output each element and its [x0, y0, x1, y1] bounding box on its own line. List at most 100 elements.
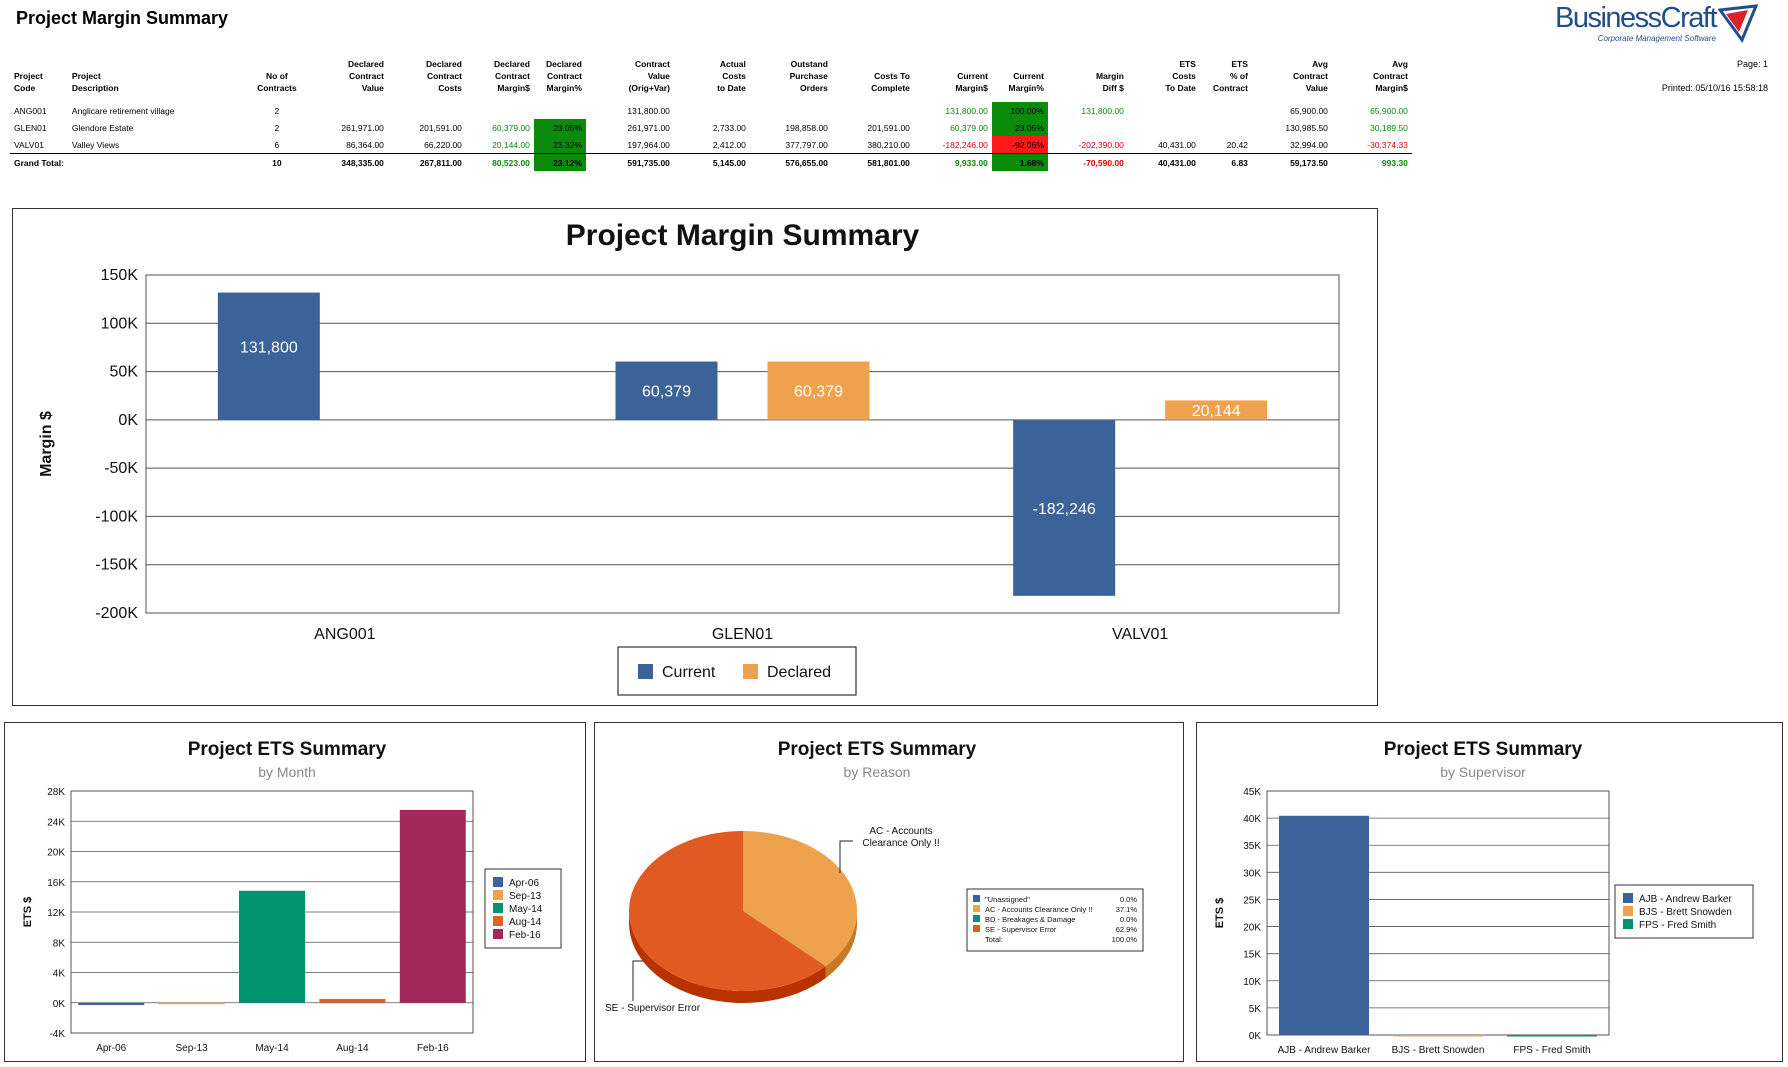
- column-header: Current Margin$: [914, 58, 992, 102]
- column-header-line: Value: [361, 83, 384, 93]
- bar-feb-16: [399, 809, 466, 1003]
- table-cell: 30,189.50: [1370, 122, 1408, 133]
- table-row: VALV01 Valley Views 6 86,364.00 66,220.00 20,…: [10, 136, 1412, 154]
- table-cell: [1128, 102, 1200, 119]
- x-tick-label: Aug-14: [336, 1043, 369, 1054]
- table-cell: 23.32%: [533, 136, 586, 154]
- chart-legend: AJB - Andrew Barker BJS - Brett Snowden FP…: [1614, 884, 1754, 939]
- column-header-line: ETS: [1179, 59, 1196, 69]
- chart-legend: Current Declared: [617, 646, 857, 696]
- table-cell: -92.06%: [991, 136, 1048, 154]
- column-header-line: Code: [14, 83, 36, 93]
- column-header: ETS % of Contract: [1200, 58, 1252, 102]
- column-header-line: Contract: [546, 71, 582, 81]
- legend-label: Sep-13: [509, 891, 542, 902]
- y-tick-label: 35K: [1243, 841, 1261, 852]
- table-cell: 267,811.00: [387, 153, 466, 171]
- column-header: Declared Contract Value: [306, 58, 388, 102]
- legend-label: "Unassigned": [985, 895, 1030, 904]
- column-header-line: Outstand: [790, 59, 828, 69]
- pie-slice: [629, 831, 826, 991]
- ets-reason-pie-chart: Project ETS Summary by Reason AC - Account…: [605, 739, 1144, 1014]
- printed-timestamp: Printed: 05/10/16 15:58:18: [1661, 83, 1768, 93]
- table-cell: 20,144.00: [492, 139, 530, 150]
- table-cell: [832, 102, 914, 119]
- table-cell: 23.05%: [991, 119, 1048, 136]
- column-header-line: Margin%: [546, 83, 582, 93]
- legend-swatch: [973, 905, 980, 912]
- table-cell: [750, 102, 832, 119]
- table-cell: GLEN01: [14, 122, 47, 133]
- bar-aug-14: [319, 998, 386, 1003]
- table-cell: 2,412.00: [712, 139, 746, 150]
- x-tick-label: May-14: [255, 1043, 289, 1054]
- table-cell: 377,797.00: [785, 139, 828, 150]
- ets-supervisor-chart: Project ETS Summary by Supervisor 45K 40K 35…: [1214, 739, 1754, 1056]
- table-cell: 2: [274, 122, 280, 133]
- table-cell: [674, 102, 750, 119]
- y-tick-label: 20K: [1243, 923, 1261, 934]
- legend-label: May-14: [509, 904, 543, 915]
- column-header-line: Costs: [1172, 71, 1196, 81]
- table-cell: 201,591.00: [867, 122, 910, 133]
- column-header-line: Diff $: [1102, 83, 1124, 93]
- column-header: Declared Contract Margin%: [534, 58, 586, 102]
- column-header-line: (Orig+Var): [628, 83, 670, 93]
- table-cell: -70,590.00: [1047, 153, 1128, 171]
- data-label: -182,246: [1033, 501, 1096, 518]
- table-cell: 581,801.00: [831, 153, 914, 171]
- column-header-line: Complete: [871, 83, 910, 93]
- column-header: ETS Costs To Date: [1128, 58, 1200, 102]
- y-tick-label: -200K: [95, 605, 138, 622]
- pie-slice: [743, 831, 857, 967]
- column-header-line: Avg: [1392, 59, 1408, 69]
- legend-label: BJS - Brett Snowden: [1639, 907, 1732, 918]
- table-cell: -30,374.33: [1367, 139, 1408, 150]
- column-header-line: Value: [1305, 83, 1328, 93]
- table-cell: 65,900.00: [1370, 105, 1408, 116]
- y-axis-label: ETS $: [1214, 898, 1226, 929]
- table-cell: 198,858.00: [785, 122, 828, 133]
- table-cell: 201,591.00: [419, 122, 462, 133]
- legend-swatch: [493, 903, 503, 913]
- table-cell: 131,800.00: [627, 105, 670, 116]
- column-header: Avg Contract Margin$: [1332, 58, 1412, 102]
- table-row: GLEN01 Glendore Estate 2 261,971.00 201,591.…: [10, 119, 1412, 136]
- legend-swatch: [493, 890, 503, 900]
- y-tick-label: 0K: [118, 412, 138, 429]
- legend-swatch-current: [638, 664, 653, 679]
- table-cell: 20.42: [1226, 139, 1248, 150]
- margin-chart-panel: Project Margin Summary 150K 100K 50K 0K -50K -…: [12, 208, 1378, 706]
- y-tick-label: -50K: [104, 460, 138, 477]
- table-cell: [1200, 102, 1252, 119]
- y-tick-label: 24K: [47, 817, 65, 828]
- x-tick-label: ANG001: [314, 626, 375, 643]
- table-cell: 60,379.00: [950, 122, 988, 133]
- legend-swatch: [1623, 919, 1633, 929]
- legend-label: BD - Breakages & Damage: [985, 915, 1075, 924]
- bar-bjs-brett-snowden: [1393, 1035, 1483, 1037]
- legend-box: [966, 888, 1144, 952]
- legend-swatch: [493, 916, 503, 926]
- table-cell: 993.30: [1331, 153, 1412, 171]
- legend-swatch: [1623, 893, 1633, 903]
- table-cell: [306, 102, 388, 119]
- y-tick-label: 10K: [1243, 977, 1261, 988]
- table-header-row: Project Code Project Description No of Contra…: [10, 58, 1412, 102]
- logo-check-icon: [1718, 4, 1758, 44]
- y-tick-label: -4K: [49, 1029, 65, 1040]
- column-header-line: Current: [957, 71, 988, 81]
- legend-label: Aug-14: [509, 917, 542, 928]
- bar-declared-glen01: [767, 361, 870, 420]
- chart-legend: Apr-06 Sep-13 May-14 Aug-14 Feb-16: [484, 868, 562, 949]
- legend-total-value: 100.0%: [1112, 935, 1138, 944]
- legend-value: 0.0%: [1120, 915, 1137, 924]
- column-header: Contract Value (Orig+Var): [586, 58, 674, 102]
- table-cell: Grand Total:: [10, 153, 68, 171]
- column-header-line: Project: [14, 71, 43, 81]
- table-cell: 65,900.00: [1290, 105, 1328, 116]
- chart-subtitle: by Supervisor: [1440, 764, 1526, 780]
- column-header: Margin Diff $: [1048, 58, 1128, 102]
- column-header-line: Orders: [800, 83, 828, 93]
- column-header-line: Costs: [722, 71, 746, 81]
